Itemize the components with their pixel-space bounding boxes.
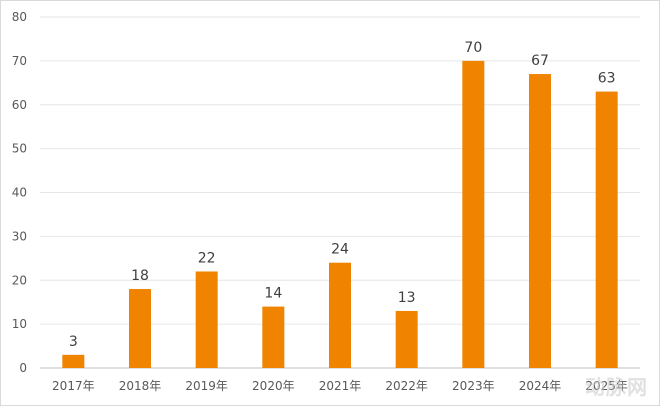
x-tick-label: 2019年 bbox=[185, 379, 228, 393]
y-tick-label: 30 bbox=[12, 229, 27, 243]
y-tick-label: 70 bbox=[12, 54, 27, 68]
data-label: 18 bbox=[131, 268, 149, 284]
data-label: 24 bbox=[331, 242, 349, 258]
data-label: 14 bbox=[264, 286, 282, 302]
bar bbox=[262, 306, 285, 368]
x-tick-label: 2025年 bbox=[585, 379, 628, 393]
y-tick-label: 0 bbox=[19, 361, 27, 375]
x-tick-label: 2022年 bbox=[385, 379, 428, 393]
x-tick-label: 2017年 bbox=[52, 379, 95, 393]
data-label: 13 bbox=[398, 290, 416, 306]
y-tick-label: 40 bbox=[12, 186, 27, 200]
y-tick-label: 10 bbox=[12, 317, 27, 331]
x-tick-label: 2021年 bbox=[319, 379, 362, 393]
bar bbox=[462, 60, 485, 368]
x-tick-label: 2020年 bbox=[252, 379, 295, 393]
bar bbox=[329, 262, 351, 368]
data-label: 22 bbox=[198, 250, 216, 266]
y-tick-label: 80 bbox=[12, 10, 27, 24]
x-tick-label: 2023年 bbox=[452, 379, 495, 393]
bar bbox=[62, 354, 85, 368]
x-tick-label: 2024年 bbox=[519, 379, 562, 393]
bar bbox=[129, 289, 151, 368]
y-tick-label: 20 bbox=[12, 273, 27, 287]
data-label: 70 bbox=[464, 40, 482, 56]
bar bbox=[595, 91, 618, 369]
bar bbox=[395, 310, 418, 368]
y-tick-label: 60 bbox=[12, 98, 27, 112]
x-tick-label: 2018年 bbox=[119, 379, 162, 393]
data-label: 3 bbox=[69, 334, 78, 350]
bar bbox=[529, 74, 551, 368]
bar bbox=[195, 271, 218, 368]
data-label: 63 bbox=[598, 71, 616, 87]
y-tick-label: 50 bbox=[12, 142, 27, 156]
watermark-logo: 动脉网 bbox=[585, 375, 648, 399]
data-label: 67 bbox=[531, 53, 549, 69]
